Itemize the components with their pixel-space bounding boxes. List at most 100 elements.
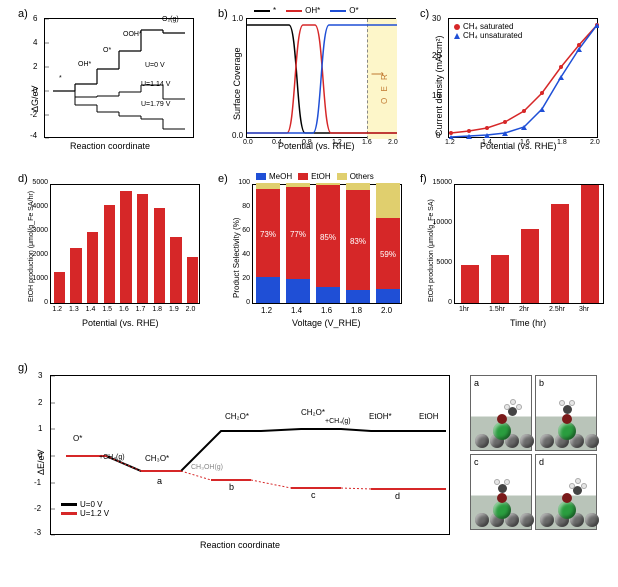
bar-e-1: [286, 183, 309, 187]
g-ch3oh: CH₃OH(g): [191, 464, 223, 471]
panel-d-xlabel: Potential (vs. RHE): [82, 318, 159, 328]
panel-e-legend: MeOH EtOH Others: [256, 172, 374, 181]
fe-atom: [493, 422, 511, 440]
bar-e-4: [376, 289, 399, 303]
inset-label-a: a: [474, 378, 479, 388]
tick-d-x8: 2.0: [186, 306, 196, 313]
legend-b-oh: OH*: [286, 6, 320, 15]
tick-g-m1: -1: [34, 478, 41, 487]
tick-e-y60: 60: [236, 227, 250, 234]
anno-e-4: 59%: [376, 250, 399, 259]
tick-c-0: 0: [436, 131, 440, 140]
bar-e-3: [346, 290, 369, 303]
tick-d-x7: 1.9: [169, 306, 179, 313]
tick-bx-12: 1.2: [332, 139, 342, 146]
bar-e-2: [316, 287, 339, 303]
panel-c-legend: CH₄ saturated CH₄ unsaturated: [454, 22, 522, 40]
tick-bx-20: 2.0: [388, 139, 398, 146]
tick-c-30: 30: [432, 14, 441, 23]
tick-d-x5: 1.7: [136, 306, 146, 313]
bar-d-1: [70, 248, 82, 303]
panel-g-xlabel: Reaction coordinate: [200, 540, 280, 550]
anno-e-0: 73%: [256, 230, 279, 239]
inset-label-d: d: [539, 457, 544, 467]
inset-label-c: c: [474, 457, 479, 467]
tick-a-6: 6: [33, 14, 37, 23]
tick-a-2: 2: [33, 62, 37, 71]
tick-f-y5000: 5000: [426, 259, 452, 266]
species-o: O*: [103, 47, 111, 54]
tick-d-y3000: 3000: [30, 227, 48, 234]
fe-atom: [493, 501, 511, 519]
tick-cx-16: 1.6: [520, 139, 530, 146]
panel-e-xlabel: Voltage (V_RHE): [292, 318, 361, 328]
o-atom: [497, 493, 507, 503]
tick-d-y4000: 4000: [30, 203, 48, 210]
panel-g-legend: U=0 V U=1.2 V: [61, 500, 109, 518]
legend-g-u0: U=0 V: [61, 500, 109, 509]
bar-e-3: [346, 183, 369, 190]
fe-atom: [558, 501, 576, 519]
tick-f-y0: 0: [426, 299, 452, 306]
tick-bx-0: 0.0: [243, 139, 253, 146]
tick-c-20: 20: [432, 51, 441, 60]
bar-d-3: [104, 205, 116, 303]
tick-e-y100: 100: [236, 179, 250, 186]
tick-d-y2000: 2000: [30, 251, 48, 258]
tick-bx-16: 1.6: [362, 139, 372, 146]
g-ch4-2: +CH₄(g): [325, 418, 351, 425]
panel-g: O* +CH₄(g) CH₃O* CH₃OH(g) CH₂O* CH₂O* +C…: [50, 375, 450, 535]
tick-d-x1: 1.3: [69, 306, 79, 313]
g-o: O*: [73, 434, 82, 443]
panel-c-label: c): [420, 8, 429, 20]
bar-f-1: [491, 255, 509, 303]
panel-f-ylabel: EtOH production (μmol/g_Fe SA): [428, 199, 435, 302]
legend-b-o: O*: [330, 6, 358, 15]
inset-b: b: [535, 375, 597, 451]
panel-b-svg: [247, 19, 397, 139]
panel-d-label: d): [18, 173, 28, 185]
bar-d-4: [120, 191, 132, 303]
panel-b-ylabel: Surface Coverage: [232, 47, 242, 120]
inset-d: d: [535, 454, 597, 530]
tick-d-x4: 1.6: [119, 306, 129, 313]
tick-bx-08: 0.8: [302, 139, 312, 146]
panel-a-label: a): [18, 8, 28, 20]
tick-f-x1: 1.5hr: [489, 306, 505, 313]
species-star: *: [59, 75, 62, 82]
bar-f-0: [461, 265, 479, 303]
tick-f-x3: 2.5hr: [549, 306, 565, 313]
tick-g-m3: -3: [34, 528, 41, 537]
g-mark-a: a: [157, 476, 162, 486]
bar-e-4: [376, 183, 399, 218]
inset-label-b: b: [539, 378, 544, 388]
bar-f-2: [521, 229, 539, 303]
legend-g-u12: U=1.2 V: [61, 509, 109, 518]
legend-b-star: *: [254, 6, 276, 15]
tick-d-y0: 0: [30, 299, 48, 306]
panel-b-xlabel: Potential (vs. RHE): [278, 141, 355, 151]
o-atom: [497, 414, 507, 424]
legend-e-others: Others: [337, 172, 374, 181]
tick-f-x2: 2hr: [519, 306, 529, 313]
panel-g-label: g): [18, 362, 28, 374]
insets-container: a b c d: [470, 375, 600, 535]
g-mark-b: b: [229, 482, 234, 492]
anno-e-1: 77%: [286, 230, 309, 239]
panel-a-svg: [45, 19, 195, 139]
g-etoh2: EtOH: [419, 412, 439, 421]
bar-d-7: [170, 237, 182, 303]
tick-a-m4: -4: [30, 131, 37, 140]
tick-d-x6: 1.8: [152, 306, 162, 313]
o-atom: [562, 414, 572, 424]
tick-e-y80: 80: [236, 203, 250, 210]
tick-e-y20: 20: [236, 275, 250, 282]
bar-f-3: [551, 204, 569, 303]
tick-f-y10000: 10000: [426, 219, 452, 226]
legend-e-meoh: MeOH: [256, 172, 292, 181]
anno-e-3: 83%: [346, 237, 369, 246]
tick-e-x1: 1.4: [291, 306, 302, 315]
g-ch2o1: CH₂O*: [225, 412, 249, 421]
g-ch4-1: +CH₄(g): [99, 454, 125, 461]
inset-c: c: [470, 454, 532, 530]
